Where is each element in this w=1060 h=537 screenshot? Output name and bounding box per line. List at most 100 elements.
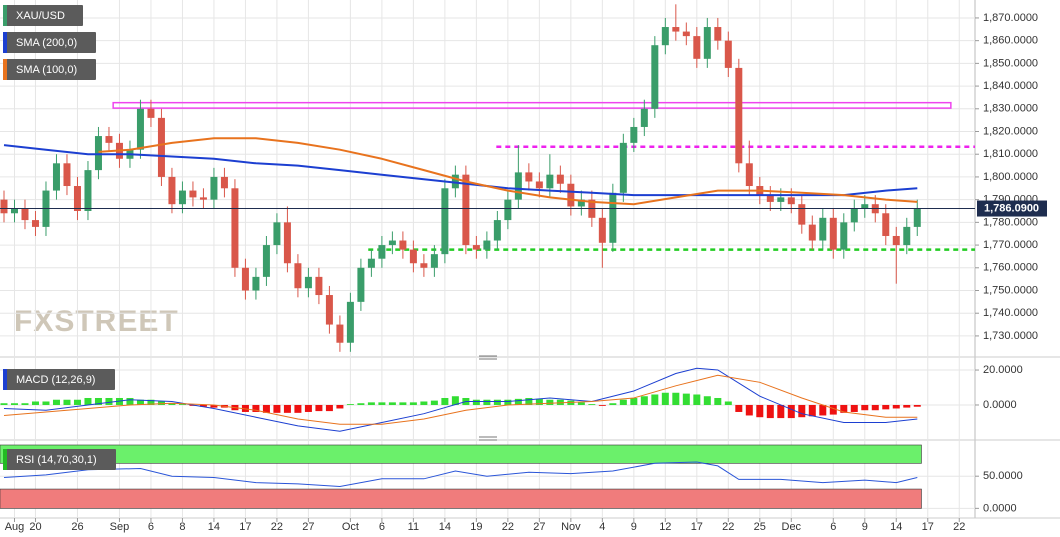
candle-body: [367, 258, 375, 268]
candle-body: [199, 197, 207, 200]
candle-body: [52, 163, 60, 191]
candle-body: [819, 217, 827, 241]
candle-body: [546, 174, 554, 189]
histogram-bar: [388, 402, 396, 405]
histogram-bar: [871, 404, 879, 411]
histogram-bar: [94, 397, 102, 405]
macd-line: [3, 367, 918, 432]
histogram-bar: [798, 404, 806, 418]
histogram-bar: [840, 404, 848, 413]
legend-label: XAU/USD: [16, 10, 65, 22]
candle-body: [315, 276, 323, 296]
candle-body: [262, 245, 270, 277]
candle-body: [567, 183, 575, 207]
histogram-bar: [913, 404, 921, 407]
candle-body: [399, 240, 407, 250]
histogram-bar: [745, 404, 753, 416]
y-tick-label: 1,800.0000: [983, 171, 1038, 183]
candle-body: [304, 276, 312, 289]
candle-body: [525, 172, 533, 182]
candle-body: [703, 27, 711, 59]
x-tick-label: 27: [302, 521, 314, 533]
legend-swatch: [3, 32, 7, 53]
histogram-bar: [283, 404, 291, 413]
legend-box: [3, 449, 116, 470]
candle-body: [598, 217, 606, 243]
x-tick-label: 9: [631, 521, 637, 533]
histogram-bar: [850, 404, 858, 412]
candle-body: [462, 174, 470, 246]
candle-body: [178, 190, 186, 205]
histogram-bar: [63, 399, 71, 405]
histogram-bar: [52, 399, 60, 405]
y-tick-label: 1,730.0000: [983, 330, 1038, 342]
histogram-bar: [126, 397, 134, 405]
y-tick-label: 1,850.0000: [983, 57, 1038, 69]
candle-body: [577, 199, 585, 207]
x-tick-label: 8: [179, 521, 185, 533]
x-tick-label: Nov: [561, 521, 581, 533]
panel-grip[interactable]: [479, 355, 497, 360]
histogram-bar: [136, 399, 144, 405]
candle-body: [504, 199, 512, 221]
x-tick-label: 14: [890, 521, 902, 533]
histogram-bar: [147, 399, 155, 405]
histogram-bar: [672, 392, 680, 405]
histogram-bar: [882, 404, 890, 410]
x-tick-label: Dec: [782, 521, 802, 533]
x-tick-label: 14: [208, 521, 220, 533]
candle-body: [913, 208, 921, 227]
histogram-bar: [724, 401, 732, 405]
histogram-bar: [756, 404, 764, 418]
histogram-bar: [409, 402, 417, 405]
candle-body: [294, 263, 302, 289]
histogram-bar: [262, 404, 270, 413]
candle-body: [210, 176, 218, 200]
histogram-bar: [10, 403, 18, 405]
legend-swatch: [3, 369, 7, 390]
x-tick-label: 22: [953, 521, 965, 533]
candle-body: [693, 36, 701, 59]
histogram-bar: [346, 404, 354, 405]
candle-body: [168, 176, 176, 205]
watermark: FXSTREET: [14, 305, 179, 338]
candle-body: [273, 222, 281, 246]
histogram-bar: [472, 399, 480, 405]
x-tick-label: 25: [754, 521, 766, 533]
panel-grip[interactable]: [479, 436, 497, 441]
candle-body: [336, 324, 344, 343]
y-tick-label: 1,810.0000: [983, 148, 1038, 160]
histogram-bar: [399, 402, 407, 405]
y-tick-label: 1,760.0000: [983, 262, 1038, 274]
x-tick-label: 20: [29, 521, 41, 533]
x-tick-label: 17: [691, 521, 703, 533]
histogram-bar: [787, 404, 795, 419]
candle-body: [157, 117, 165, 177]
candle-body: [714, 27, 722, 41]
histogram-bar: [105, 397, 113, 405]
histogram-bar: [609, 403, 617, 405]
rsi-band: [0, 488, 922, 509]
candle-body: [903, 226, 911, 246]
y-tick-label: 0.0000: [983, 502, 1017, 514]
histogram-bar: [420, 401, 428, 405]
rsi-line: [3, 461, 918, 488]
candle-body: [283, 222, 291, 264]
x-tick-label: 19: [470, 521, 482, 533]
candle-body: [661, 27, 669, 46]
legend-box: [3, 32, 96, 53]
candle-body: [850, 208, 858, 223]
histogram-bar: [357, 403, 365, 405]
candle-body: [483, 240, 491, 250]
histogram-bar: [903, 404, 911, 408]
histogram-bar: [577, 402, 585, 405]
histogram-bar: [808, 404, 816, 417]
candle-body: [94, 136, 102, 171]
last-price-box: [977, 200, 1047, 217]
candle-body: [493, 220, 501, 241]
y-tick-label: 1,770.0000: [983, 239, 1038, 251]
candle-body: [105, 136, 113, 143]
x-tick-label: 9: [862, 521, 868, 533]
legend-box: [3, 369, 115, 390]
histogram-bar: [325, 404, 333, 412]
